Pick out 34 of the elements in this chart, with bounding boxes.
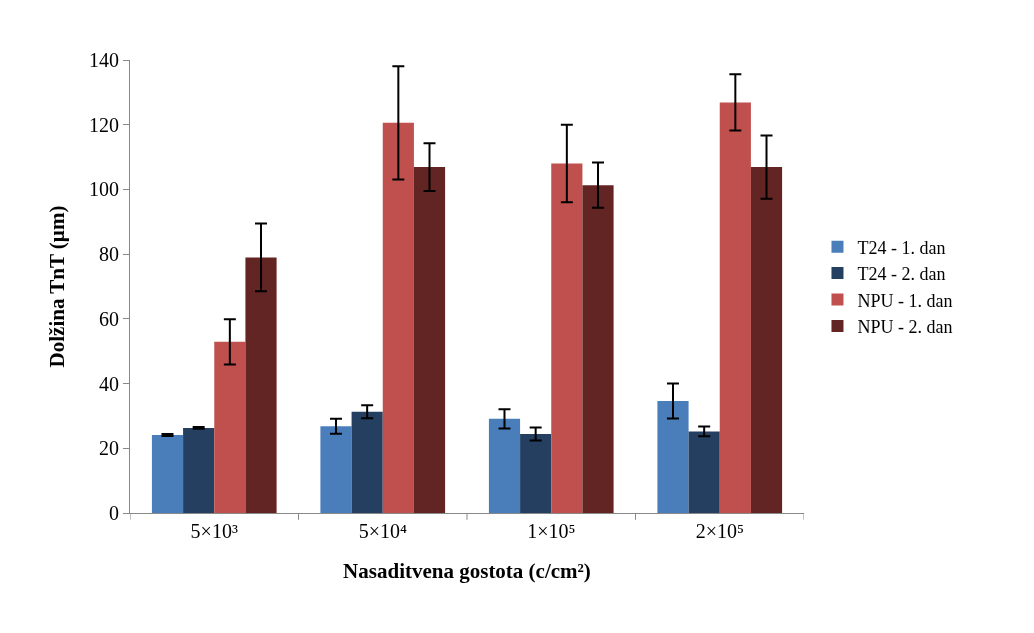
bar [382, 122, 414, 513]
bar [719, 102, 751, 513]
bar [688, 431, 720, 513]
y-tick-label: 80 [99, 243, 119, 266]
bar [750, 167, 783, 513]
bar [245, 257, 277, 513]
x-tick-label: 2×10⁵ [695, 520, 744, 542]
bar [351, 411, 383, 513]
y-tick-label: 60 [99, 307, 119, 330]
bar [320, 426, 352, 513]
legend-label: T24 - 2. dan [857, 264, 946, 285]
bar [413, 167, 446, 513]
legend-label: NPU - 2. dan [857, 316, 953, 337]
y-tick-label: 100 [89, 178, 119, 201]
y-tick-label: 140 [89, 49, 119, 71]
bar [488, 418, 521, 513]
bar [582, 185, 614, 513]
bar [183, 427, 215, 513]
y-tick-label: 120 [89, 113, 119, 136]
bar [520, 434, 552, 513]
y-tick-label: 40 [99, 372, 119, 395]
legend-label: NPU - 1. dan [857, 290, 953, 311]
x-axis-title: Nasaditvena gostota (c/cm²) [343, 559, 591, 584]
bar [657, 401, 689, 513]
legend-label: T24 - 1. dan [857, 237, 946, 258]
y-tick-label: 20 [99, 437, 119, 460]
bar [551, 163, 583, 513]
x-tick-label: 5×10⁴ [358, 520, 407, 542]
bar [214, 341, 246, 513]
bar [151, 435, 184, 513]
y-axis-title: Dolžina TnT (µm) [45, 205, 70, 368]
y-tick-label: 0 [109, 502, 119, 524]
x-tick-label: 5×10³ [190, 520, 238, 542]
x-tick-label: 1×10⁵ [527, 520, 576, 542]
